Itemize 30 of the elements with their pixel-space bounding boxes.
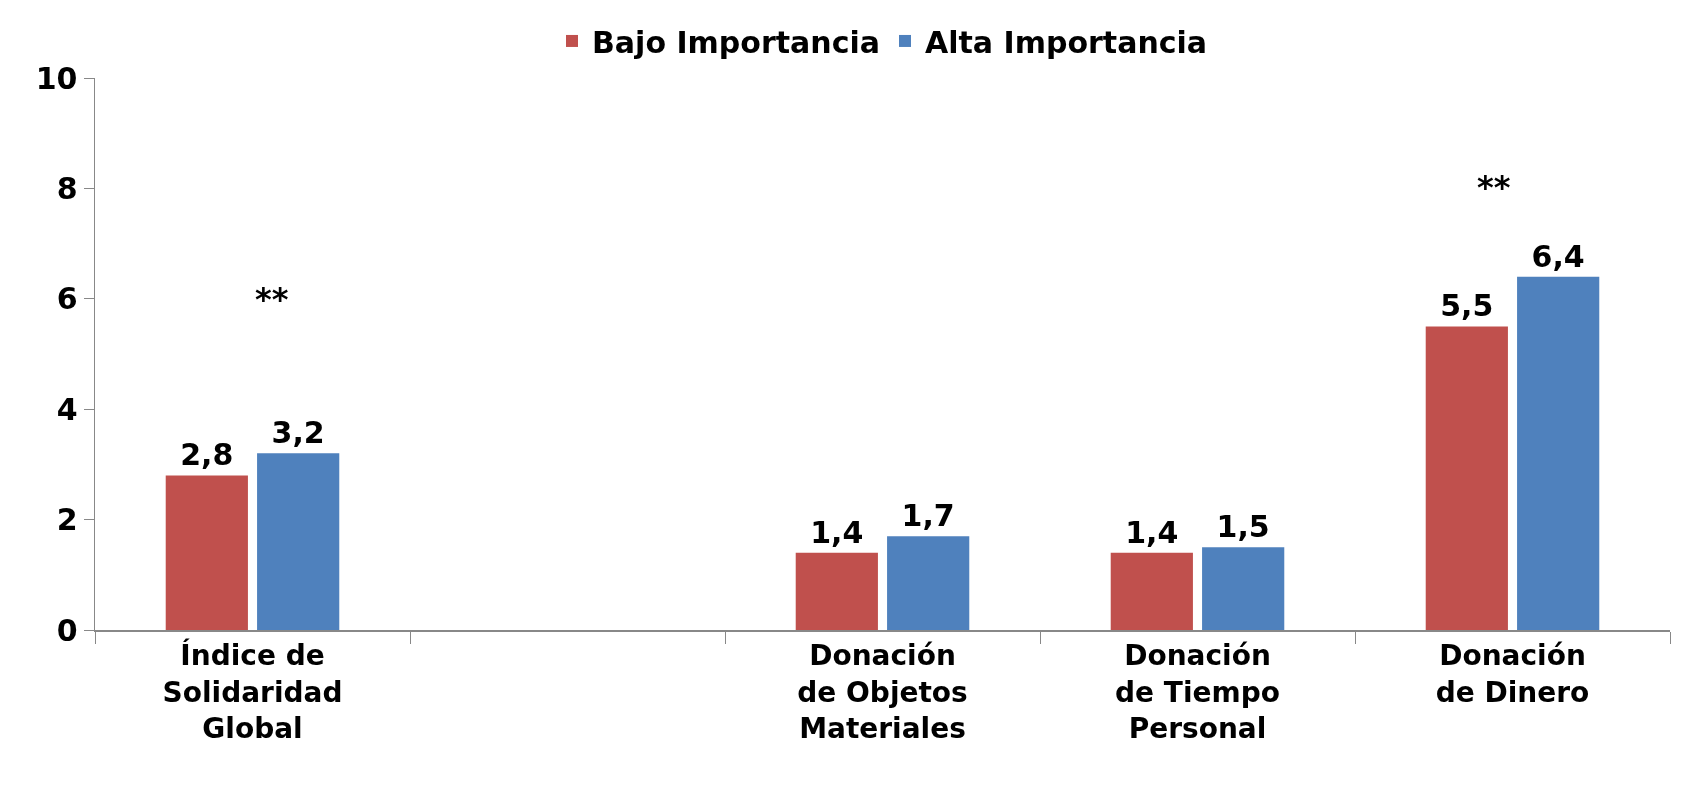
legend-label: Alta Importancia — [925, 24, 1208, 60]
y-tick-label: 6 — [56, 281, 78, 317]
y-tick-label: 2 — [56, 502, 78, 538]
annotation: ** — [255, 280, 289, 318]
bar — [887, 536, 970, 630]
x-tick-label: Donación de Tiempo Personal — [1115, 639, 1280, 745]
data-label: 5,5 — [1440, 288, 1494, 324]
data-label: 1,4 — [810, 514, 864, 550]
bar — [1425, 326, 1508, 630]
data-label: 1,4 — [1125, 514, 1179, 550]
legend-label: Bajo Importancia — [592, 24, 881, 60]
bar — [165, 475, 248, 630]
y-tick-label: 8 — [56, 170, 78, 206]
bar — [795, 552, 878, 630]
y-tick-label: 4 — [56, 391, 78, 427]
bar — [1202, 547, 1285, 630]
bar — [1110, 552, 1193, 630]
x-tick-label: Donación de Objetos Materiales — [797, 639, 968, 745]
data-label: 6,4 — [1531, 238, 1585, 274]
data-label: 1,7 — [901, 498, 955, 534]
annotation: ** — [1477, 168, 1511, 206]
y-tick-label: 10 — [35, 60, 78, 96]
data-label: 1,5 — [1216, 509, 1270, 545]
bar — [1517, 276, 1600, 630]
data-label: 3,2 — [271, 415, 325, 451]
bar — [257, 453, 340, 630]
data-label: 2,8 — [180, 437, 234, 473]
x-tick-label: Índice de Solidaridad Global — [162, 638, 343, 745]
x-tick-label: Donación de Dinero — [1435, 639, 1590, 709]
y-tick-label: 0 — [56, 612, 78, 648]
